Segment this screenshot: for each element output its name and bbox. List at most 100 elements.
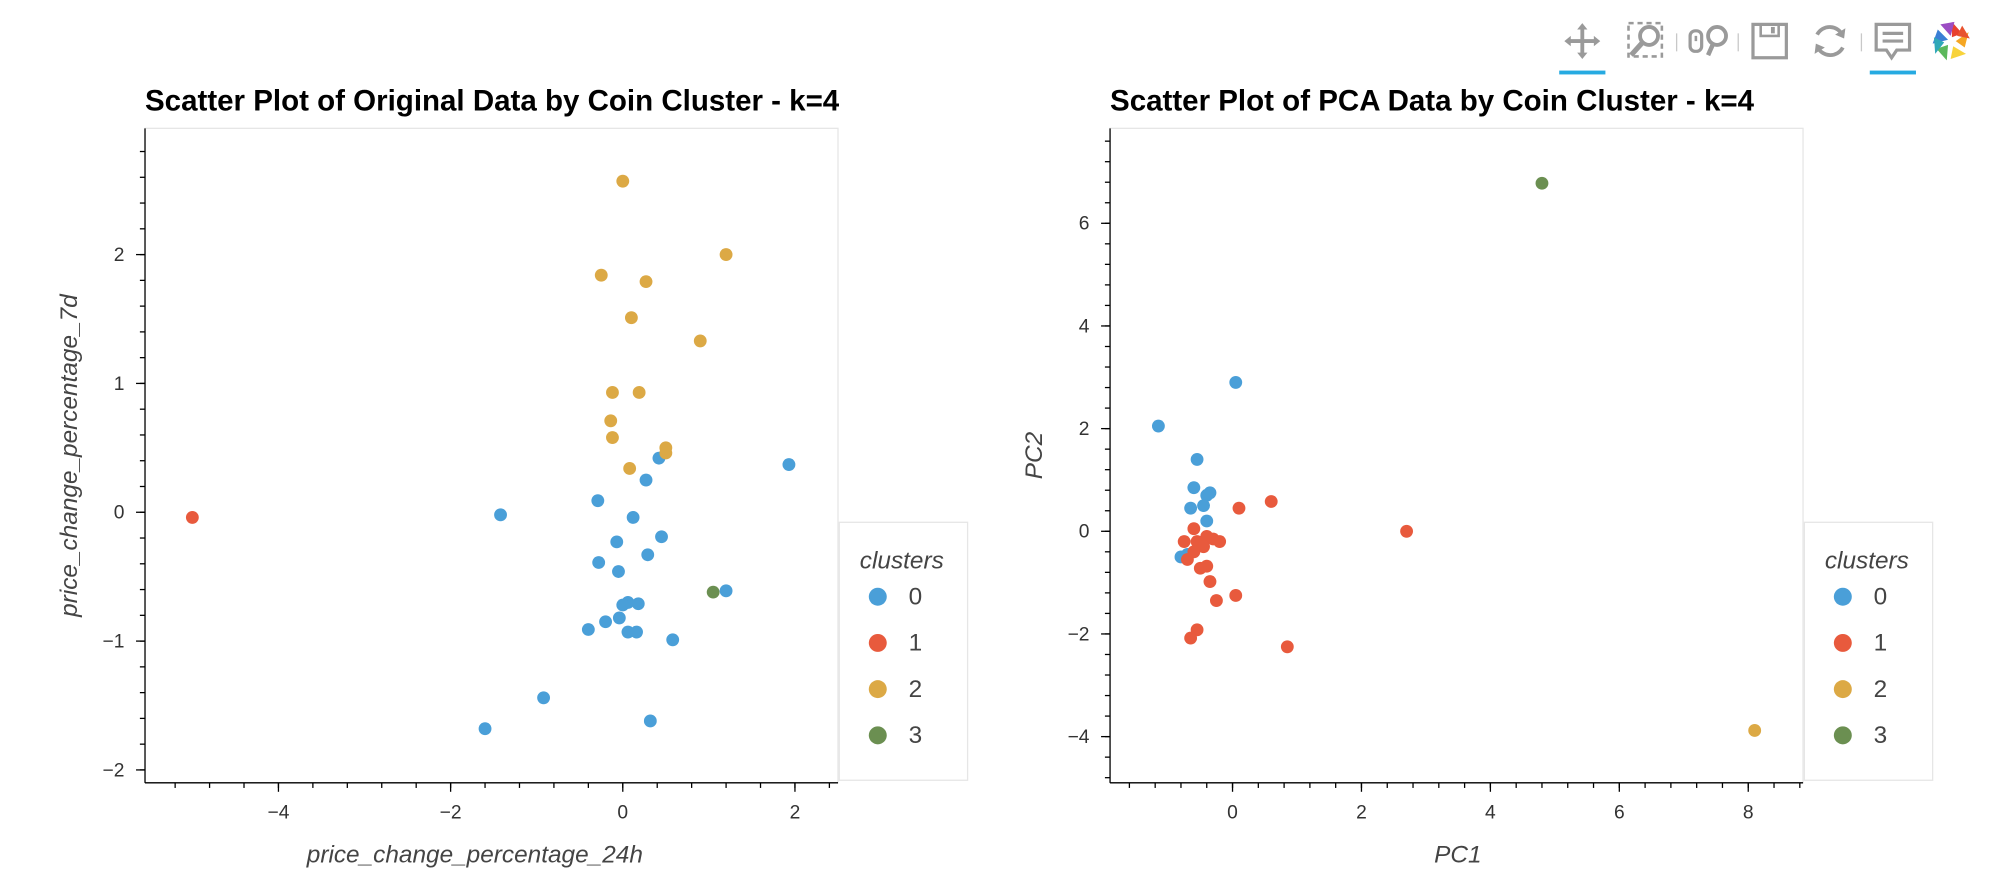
scatter-point-cluster-0[interactable]: [1184, 501, 1198, 515]
x-tick-label: −2: [440, 803, 462, 824]
legend-swatch-cluster-2: [868, 680, 887, 699]
scatter-point-cluster-0[interactable]: [537, 691, 551, 705]
x-tick-label: 0: [617, 803, 628, 824]
scatter-point-cluster-0[interactable]: [1200, 488, 1214, 502]
original-data-scatter-plot: Scatter Plot of Original Data by Coin Cl…: [56, 84, 969, 868]
scatter-point-cluster-0[interactable]: [639, 473, 653, 487]
legend-label-cluster-3: 3: [909, 722, 923, 749]
scatter-point-cluster-2[interactable]: [604, 414, 618, 428]
scatter-point-cluster-0[interactable]: [666, 633, 680, 647]
x-tick-label: 4: [1485, 803, 1496, 824]
scatter-point-cluster-3[interactable]: [706, 585, 720, 599]
scatter-point-cluster-0[interactable]: [581, 623, 595, 636]
x-tick-label: 6: [1614, 803, 1625, 824]
scatter-point-cluster-0[interactable]: [1197, 499, 1210, 513]
legend-label-cluster-2: 2: [1874, 676, 1888, 703]
legend-swatch-cluster-3: [1833, 726, 1852, 745]
scatter-point-cluster-1[interactable]: [1193, 561, 1207, 575]
scatter-point-cluster-0[interactable]: [719, 584, 733, 598]
y-tick-label: 6: [1079, 214, 1090, 235]
scatter-point-cluster-2[interactable]: [624, 311, 638, 325]
scatter-point-cluster-1[interactable]: [1177, 535, 1191, 548]
scatter-point-cluster-0[interactable]: [591, 494, 605, 508]
y-tick-label: −4: [1068, 727, 1090, 748]
scatter-point-cluster-0[interactable]: [610, 535, 624, 549]
y-axis-label: PC2: [1021, 431, 1048, 479]
plot-frame: [1109, 127, 1804, 784]
x-tick-label: −4: [267, 803, 289, 824]
y-tick-label: −1: [103, 632, 125, 653]
scatter-point-cluster-0[interactable]: [655, 530, 668, 544]
scatter-point-cluster-0[interactable]: [494, 508, 507, 522]
scatter-point-cluster-2[interactable]: [719, 248, 733, 262]
scatter-point-cluster-0[interactable]: [478, 722, 492, 736]
plot-frame: [144, 127, 839, 784]
legend-title: clusters: [860, 548, 944, 575]
scatter-point-cluster-1[interactable]: [1213, 535, 1227, 548]
scatter-point-cluster-2[interactable]: [606, 431, 619, 444]
scatter-point-cluster-0[interactable]: [1151, 419, 1165, 433]
scatter-point-cluster-1[interactable]: [1232, 501, 1246, 515]
y-tick-label: −2: [1068, 624, 1090, 645]
scatter-point-cluster-0[interactable]: [1187, 481, 1201, 495]
scatter-point-cluster-0[interactable]: [612, 565, 625, 578]
y-tick-label: −2: [103, 760, 125, 781]
scatter-point-cluster-1[interactable]: [185, 510, 199, 524]
scatter-point-cluster-2[interactable]: [594, 268, 608, 282]
scatter-point-cluster-1[interactable]: [1180, 553, 1194, 566]
scatter-point-cluster-0[interactable]: [630, 625, 643, 639]
x-axis-label: PC1: [1434, 841, 1481, 868]
x-tick-label: 8: [1743, 803, 1754, 824]
y-tick-label: 1: [114, 374, 125, 395]
legend: clusters 0 1 2 3: [838, 521, 969, 781]
wheel-zoom-tool-icon[interactable]: [1682, 15, 1733, 66]
scatter-point-cluster-1[interactable]: [1400, 524, 1414, 538]
scatter-point-cluster-0[interactable]: [612, 611, 626, 625]
box-zoom-tool-icon[interactable]: [1621, 15, 1672, 66]
scatter-point-cluster-0[interactable]: [782, 458, 796, 472]
scatter-point-cluster-1[interactable]: [1264, 495, 1278, 508]
scatter-point-cluster-1[interactable]: [1229, 589, 1243, 602]
scatter-point-cluster-2[interactable]: [659, 446, 673, 460]
scatter-point-cluster-0[interactable]: [643, 714, 657, 728]
legend-label-cluster-3: 3: [1874, 722, 1888, 749]
reset-tool-icon[interactable]: [1804, 15, 1855, 66]
scatter-point-cluster-2[interactable]: [693, 334, 707, 348]
scatter-point-cluster-2[interactable]: [623, 462, 637, 475]
legend-label-cluster-0: 0: [909, 583, 923, 610]
scatter-point-cluster-0[interactable]: [1229, 376, 1243, 389]
scatter-point-cluster-2[interactable]: [606, 386, 619, 399]
scatter-point-cluster-1[interactable]: [1184, 631, 1198, 645]
hover-tool-icon[interactable]: [1867, 15, 1918, 75]
scatter-point-cluster-0[interactable]: [1200, 514, 1214, 528]
pan-tool-icon[interactable]: [1557, 15, 1608, 75]
scatter-point-cluster-1[interactable]: [1210, 594, 1223, 608]
x-axis-label: price_change_percentage_24h: [306, 841, 643, 868]
scatter-point-cluster-1[interactable]: [1187, 522, 1201, 536]
y-tick-label: 0: [1079, 522, 1090, 543]
scatter-point-cluster-1[interactable]: [1280, 640, 1294, 654]
save-tool-icon[interactable]: [1744, 15, 1795, 66]
scatter-point-cluster-0[interactable]: [641, 548, 655, 562]
scatter-point-cluster-0[interactable]: [626, 510, 640, 524]
scatter-point-cluster-2[interactable]: [1748, 724, 1762, 737]
bokeh-logo-icon[interactable]: [1926, 15, 1977, 66]
scatter-point-cluster-2[interactable]: [616, 174, 630, 188]
scatter-point-cluster-2[interactable]: [639, 275, 653, 289]
scatter-point-cluster-2[interactable]: [632, 386, 646, 399]
legend-swatch-cluster-0: [1833, 587, 1852, 606]
scatter-point-cluster-1[interactable]: [1197, 540, 1210, 554]
y-tick-label: 4: [1079, 316, 1090, 337]
scatter-point-cluster-0[interactable]: [1190, 453, 1204, 466]
scatter-point-cluster-1[interactable]: [1203, 575, 1217, 589]
scatter-point-cluster-0[interactable]: [592, 556, 606, 569]
scatter-point-cluster-0[interactable]: [616, 598, 630, 612]
scatter-point-cluster-0[interactable]: [631, 597, 645, 611]
chart-title: Scatter Plot of Original Data by Coin Cl…: [145, 84, 840, 117]
scatter-point-cluster-3[interactable]: [1535, 176, 1549, 190]
pca-data-scatter-plot: Scatter Plot of PCA Data by Coin Cluster…: [1021, 84, 1934, 868]
scatter-point-cluster-0[interactable]: [599, 615, 612, 629]
plot-toolbar: [1546, 10, 1982, 75]
legend: clusters 0 1 2 3: [1803, 521, 1934, 781]
